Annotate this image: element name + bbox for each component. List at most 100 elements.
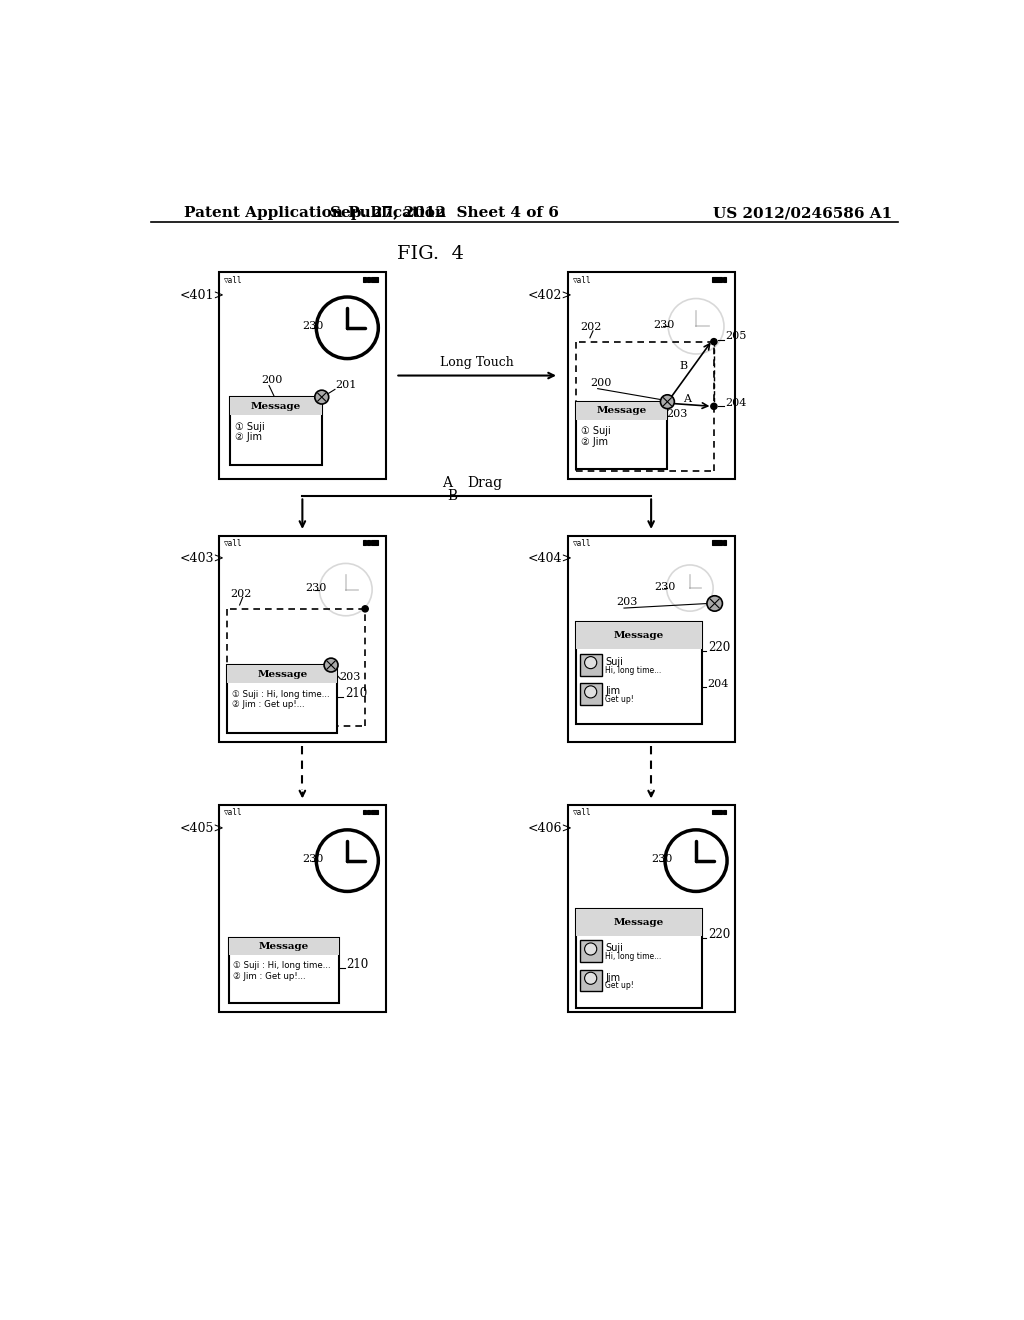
Bar [575,622,701,649]
Text: A: A [442,477,453,490]
Text: Message: Message [613,917,664,927]
Text: 203: 203 [666,409,687,420]
Bar [362,540,366,545]
Bar [712,810,715,814]
Text: ① Suji : Hi, long time...: ① Suji : Hi, long time... [233,961,331,970]
Circle shape [711,339,717,345]
Text: ▽all: ▽all [572,539,591,548]
Text: 200: 200 [261,375,283,385]
Text: 230: 230 [651,854,673,865]
Text: A: A [683,395,691,404]
Circle shape [660,395,675,409]
Text: 201: 201 [336,380,357,389]
Text: 230: 230 [305,583,327,593]
Text: 200: 200 [590,379,611,388]
Text: 210: 210 [345,688,368,701]
Bar [362,277,366,281]
Bar [716,277,719,281]
Text: Message: Message [613,631,664,640]
Text: Patent Application Publication: Patent Application Publication [183,206,445,220]
Bar [568,272,735,479]
Text: 205: 205 [725,330,746,341]
Text: Message: Message [257,669,307,678]
Bar [362,810,366,814]
Circle shape [711,404,717,409]
Bar [371,540,374,545]
Text: Drag: Drag [467,477,502,490]
Bar [568,805,735,1011]
Text: ▽all: ▽all [572,276,591,284]
Text: Get up!: Get up! [605,981,634,990]
Bar [371,810,374,814]
Text: Suji: Suji [605,657,624,667]
Text: <401>: <401> [179,289,224,302]
Text: Long Touch: Long Touch [440,356,514,370]
Bar [371,277,374,281]
Circle shape [585,686,597,698]
Bar [719,810,722,814]
Bar [228,937,339,1003]
Text: FIG.  4: FIG. 4 [396,244,464,263]
Bar [723,810,726,814]
Bar [575,909,701,1007]
Text: Sep. 27, 2012  Sheet 4 of 6: Sep. 27, 2012 Sheet 4 of 6 [330,206,559,220]
Text: 230: 230 [654,582,676,591]
Bar [719,277,722,281]
Text: 202: 202 [581,322,602,333]
Bar [228,937,339,956]
Bar [575,401,668,420]
Text: B: B [446,488,457,503]
Bar [575,622,701,723]
Text: Message: Message [597,407,647,416]
Circle shape [324,659,338,672]
Bar [719,540,722,545]
Text: ▽all: ▽all [224,276,243,284]
Circle shape [585,656,597,669]
Text: 203: 203 [339,672,360,682]
Bar [219,536,386,742]
Bar [367,540,370,545]
Text: US 2012/0246586 A1: US 2012/0246586 A1 [713,206,892,220]
Text: <406>: <406> [528,822,572,834]
Circle shape [707,595,722,611]
Bar [580,684,601,705]
Bar [367,277,370,281]
Text: Get up!: Get up! [605,694,634,704]
Bar [568,536,735,742]
Text: ▽all: ▽all [224,539,243,548]
Text: Jim: Jim [605,973,621,982]
Text: Message: Message [251,401,301,411]
Bar [716,540,719,545]
Text: 204: 204 [725,399,746,408]
Text: 202: 202 [230,589,252,598]
Text: 230: 230 [302,321,324,331]
Text: ① Suji : Hi, long time...: ① Suji : Hi, long time... [231,689,330,698]
Text: <404>: <404> [528,552,572,565]
Bar [580,653,601,676]
Text: Jim: Jim [605,686,621,697]
Text: Message: Message [259,942,309,950]
Bar [375,277,378,281]
Bar [723,540,726,545]
Bar [580,940,601,962]
Bar [227,665,337,684]
Text: 204: 204 [708,680,729,689]
Bar [580,970,601,991]
Circle shape [585,973,597,985]
Text: 220: 220 [708,928,730,941]
Bar [375,540,378,545]
Text: ▽all: ▽all [572,808,591,817]
Text: <405>: <405> [179,822,224,834]
Bar [712,277,715,281]
Bar [219,805,386,1011]
Bar [575,909,701,936]
Bar [367,810,370,814]
Text: 230: 230 [653,319,675,330]
Text: Hi, long time...: Hi, long time... [605,665,662,675]
Text: ① Suji: ① Suji [581,426,610,436]
Circle shape [362,606,369,612]
Bar [230,397,322,416]
Bar [716,810,719,814]
Bar [375,810,378,814]
Text: <402>: <402> [528,289,572,302]
